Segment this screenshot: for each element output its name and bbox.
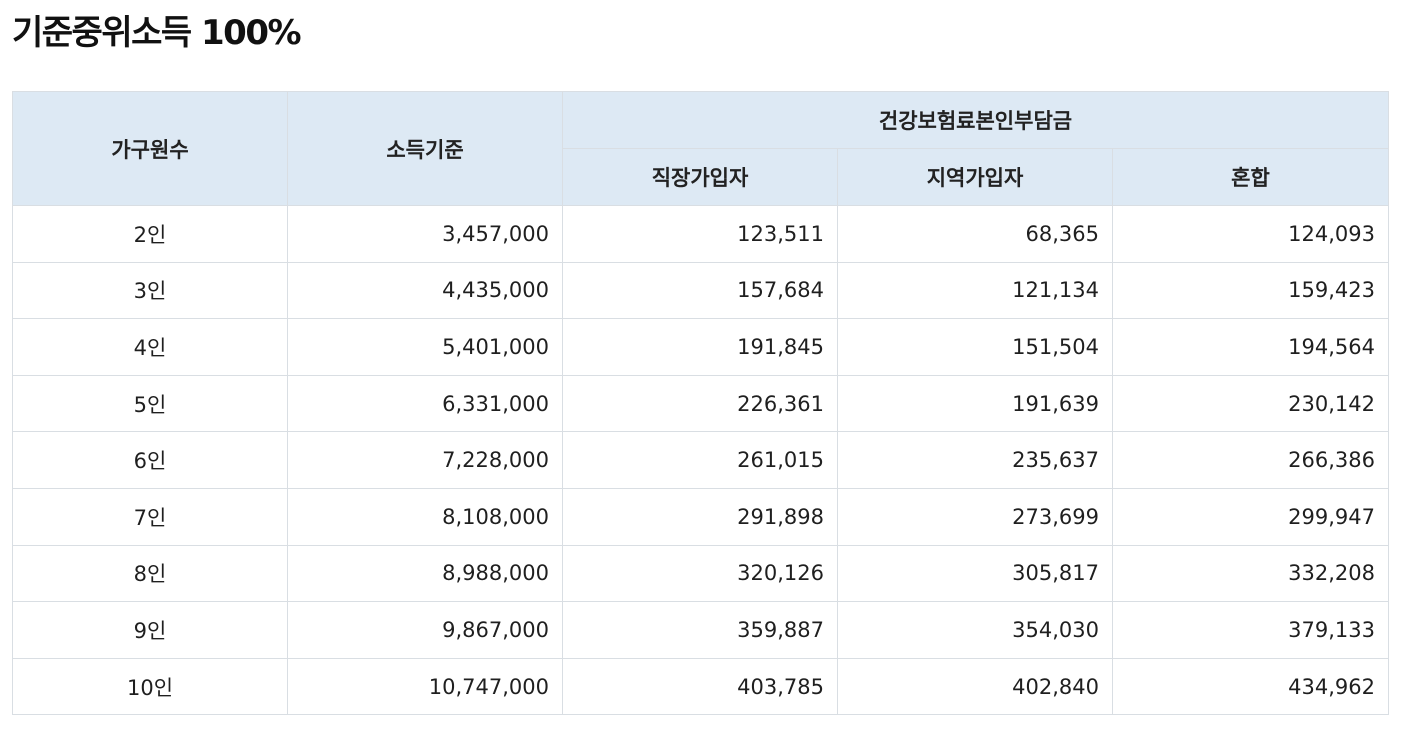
table-row: 9인 9,867,000 359,887 354,030 379,133 [12, 601, 1389, 659]
header-row-sub: 직장가입자 지역가입자 혼합 [13, 148, 1389, 206]
cell-income: 4,435,000 [287, 261, 563, 320]
cell-employee: 291,898 [562, 487, 838, 546]
cell-income: 5,401,000 [287, 318, 563, 376]
header-row-top: 가구원수 소득기준 건강보험료본인부담금 [12, 91, 1389, 206]
cell-income: 6,331,000 [287, 374, 563, 433]
header-employee: 직장가입자 [562, 148, 838, 206]
table-row: 4인 5,401,000 191,845 151,504 194,564 [12, 318, 1389, 376]
header-income: 소득기준 [287, 91, 563, 206]
cell-regional: 151,504 [837, 318, 1113, 376]
cell-regional: 402,840 [837, 657, 1113, 716]
cell-household: 7인 [12, 487, 288, 546]
cell-mixed: 194,564 [1112, 318, 1389, 376]
header-mixed: 혼합 [1112, 148, 1389, 206]
cell-household: 10인 [12, 657, 288, 716]
cell-income: 8,108,000 [287, 487, 563, 546]
cell-regional: 121,134 [837, 261, 1113, 320]
cell-income: 7,228,000 [287, 431, 563, 489]
cell-employee: 191,845 [562, 318, 838, 376]
cell-mixed: 266,386 [1112, 431, 1389, 489]
cell-mixed: 379,133 [1112, 601, 1389, 659]
cell-employee: 226,361 [562, 374, 838, 433]
cell-mixed: 299,947 [1112, 487, 1389, 546]
header-household: 가구원수 [12, 91, 288, 206]
cell-income: 8,988,000 [287, 544, 563, 603]
header-regional: 지역가입자 [837, 148, 1113, 206]
cell-household: 2인 [12, 205, 288, 263]
cell-mixed: 434,962 [1112, 657, 1389, 716]
cell-household: 6인 [12, 431, 288, 489]
cell-employee: 320,126 [562, 544, 838, 603]
table-row: 2인 3,457,000 123,511 68,365 124,093 [12, 205, 1389, 263]
cell-mixed: 124,093 [1112, 205, 1389, 263]
cell-employee: 261,015 [562, 431, 838, 489]
cell-employee: 359,887 [562, 601, 838, 659]
income-table: 가구원수 소득기준 건강보험료본인부담금 직장가입자 지역가입자 혼합 2인 3… [12, 91, 1389, 716]
cell-household: 5인 [12, 374, 288, 433]
table-body: 2인 3,457,000 123,511 68,365 124,093 3인 4… [12, 205, 1389, 716]
cell-employee: 157,684 [562, 261, 838, 320]
cell-household: 3인 [12, 261, 288, 320]
cell-regional: 68,365 [837, 205, 1113, 263]
table-row: 10인 10,747,000 403,785 402,840 434,962 [12, 657, 1389, 716]
cell-regional: 191,639 [837, 374, 1113, 433]
cell-regional: 354,030 [837, 601, 1113, 659]
table-row: 8인 8,988,000 320,126 305,817 332,208 [12, 544, 1389, 603]
table-row: 7인 8,108,000 291,898 273,699 299,947 [12, 487, 1389, 546]
header-premium-group: 건강보험료본인부담금 [562, 91, 1389, 149]
cell-mixed: 230,142 [1112, 374, 1389, 433]
cell-household: 8인 [12, 544, 288, 603]
cell-income: 9,867,000 [287, 601, 563, 659]
cell-regional: 235,637 [837, 431, 1113, 489]
page-title: 기준중위소득 100% [12, 13, 302, 53]
cell-employee: 403,785 [562, 657, 838, 716]
cell-mixed: 332,208 [1112, 544, 1389, 603]
table-header: 가구원수 소득기준 건강보험료본인부담금 직장가입자 지역가입자 혼합 [12, 91, 1389, 206]
table-row: 5인 6,331,000 226,361 191,639 230,142 [12, 374, 1389, 433]
cell-regional: 305,817 [837, 544, 1113, 603]
cell-household: 9인 [12, 601, 288, 659]
cell-household: 4인 [12, 318, 288, 376]
table-row: 3인 4,435,000 157,684 121,134 159,423 [12, 261, 1389, 320]
cell-mixed: 159,423 [1112, 261, 1389, 320]
table-row: 6인 7,228,000 261,015 235,637 266,386 [12, 431, 1389, 489]
cell-employee: 123,511 [562, 205, 838, 263]
cell-regional: 273,699 [837, 487, 1113, 546]
cell-income: 10,747,000 [287, 657, 563, 716]
cell-income: 3,457,000 [287, 205, 563, 263]
